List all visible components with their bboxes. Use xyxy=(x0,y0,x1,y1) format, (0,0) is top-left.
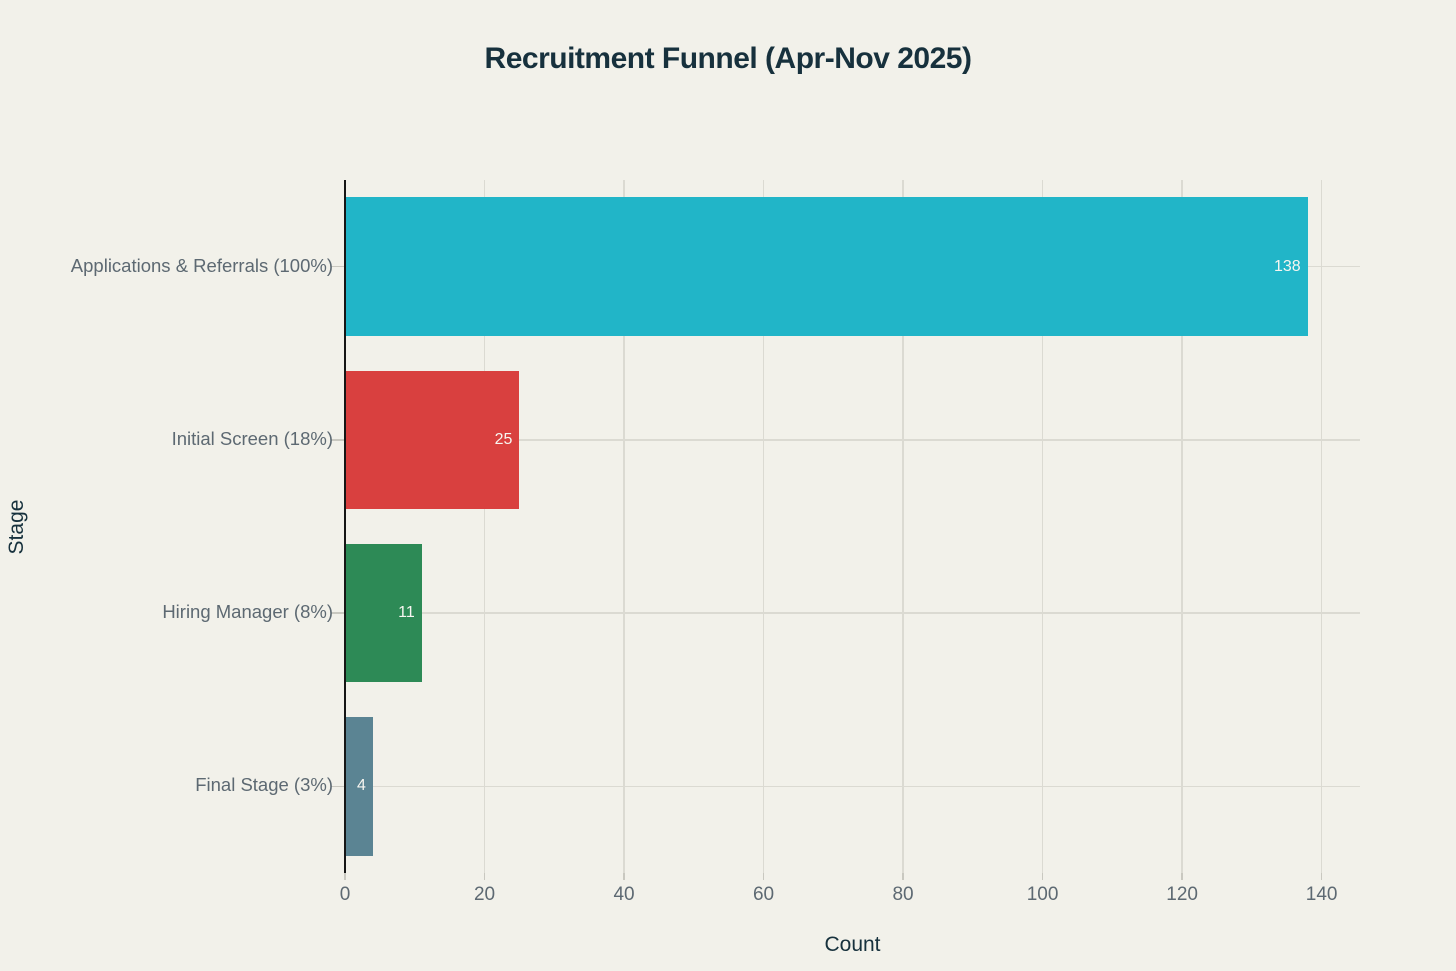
x-tick-label: 40 xyxy=(613,884,635,905)
y-tick-mark xyxy=(331,265,345,268)
y-tick-mark xyxy=(331,612,345,614)
chart-title: Recruitment Funnel (Apr-Nov 2025) xyxy=(484,42,972,75)
x-tick-label: 100 xyxy=(1026,884,1059,905)
bar-0: 138 xyxy=(345,197,1308,336)
x-gridline xyxy=(1320,180,1323,873)
y-tick-mark xyxy=(331,439,345,441)
y-axis-line xyxy=(344,180,346,873)
y-axis-title: Stage xyxy=(5,499,28,554)
y-category-label: Hiring Manager (8%) xyxy=(162,601,333,623)
x-tick-label: 80 xyxy=(892,884,914,905)
x-tick-label: 60 xyxy=(752,884,775,905)
bar-value-label: 11 xyxy=(398,604,415,622)
x-gridline xyxy=(1041,180,1044,873)
x-tick-label: 20 xyxy=(473,884,496,905)
x-axis-title: Count xyxy=(824,933,881,956)
x-gridline xyxy=(623,180,625,873)
bar-2: 11 xyxy=(345,543,422,683)
x-tick-label: 140 xyxy=(1305,884,1338,905)
x-gridline xyxy=(902,180,904,873)
x-tick-mark xyxy=(902,873,904,880)
y-gridline xyxy=(345,785,1360,788)
bar-value-label: 4 xyxy=(356,777,366,795)
y-category-label: Initial Screen (18%) xyxy=(171,427,333,449)
x-tick-mark xyxy=(483,873,486,880)
y-gridline xyxy=(345,439,1360,441)
bar-value-label: 138 xyxy=(1273,257,1301,275)
x-tick-mark xyxy=(344,873,346,880)
y-category-label: Applications & Referrals (100%) xyxy=(70,254,333,276)
x-tick-label: 0 xyxy=(339,884,351,905)
y-tick-mark xyxy=(331,785,345,788)
x-gridline xyxy=(483,180,486,873)
x-tick-mark xyxy=(762,873,765,880)
x-gridline xyxy=(762,180,765,873)
x-tick-mark xyxy=(1320,873,1323,880)
x-tick-mark xyxy=(1181,873,1183,880)
y-category-label: Final Stage (3%) xyxy=(195,774,333,796)
x-tick-label: 120 xyxy=(1166,884,1198,905)
bar-1: 25 xyxy=(345,370,520,510)
x-tick-mark xyxy=(623,873,625,880)
x-gridline xyxy=(1181,180,1183,873)
bar-3: 4 xyxy=(345,717,373,856)
y-gridline xyxy=(345,612,1360,614)
bar-value-label: 25 xyxy=(494,430,513,448)
x-tick-mark xyxy=(1041,873,1044,880)
